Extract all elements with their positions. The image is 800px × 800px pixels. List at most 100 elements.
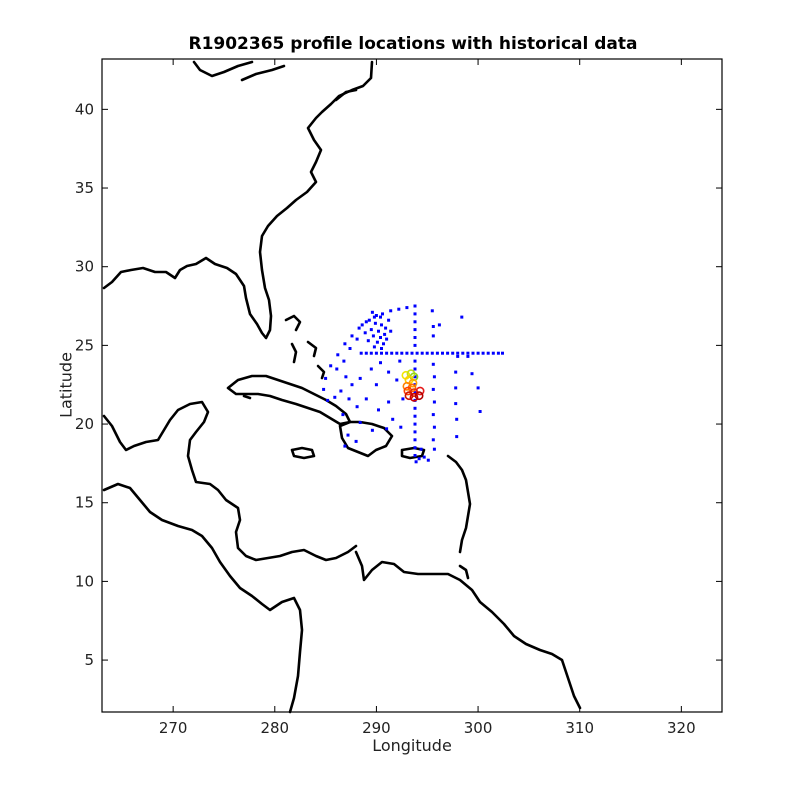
historical-point (398, 359, 402, 363)
historical-point (413, 454, 417, 457)
coastline-segment (290, 342, 298, 364)
coastline-segment (284, 314, 302, 332)
historical-point (374, 314, 378, 317)
historical-point (369, 367, 373, 371)
y-tick-label: 5 (84, 651, 94, 669)
historical-point (413, 312, 417, 316)
historical-point (380, 323, 383, 327)
coastline-segment (102, 400, 358, 562)
historical-point (431, 362, 435, 366)
historical-point (380, 351, 383, 355)
historical-point (491, 351, 495, 355)
historical-point (370, 428, 374, 432)
historical-point (413, 438, 417, 442)
historical-point (367, 318, 371, 322)
historical-point (413, 336, 417, 339)
x-tick-label: 320 (667, 719, 696, 737)
x-axis-label: Longitude (372, 736, 452, 755)
historical-point (322, 387, 326, 391)
historical-point (432, 375, 436, 379)
historical-point (354, 439, 358, 443)
historical-point (379, 336, 382, 339)
historical-point (456, 351, 460, 355)
historical-point (335, 367, 339, 371)
historical-point (385, 351, 389, 355)
historical-point (372, 345, 376, 349)
historical-point (355, 337, 359, 341)
historical-point (326, 398, 330, 402)
historical-point (341, 413, 345, 417)
plot-frame (101, 58, 723, 713)
historical-point (466, 351, 470, 355)
coastline-segment (226, 374, 352, 426)
historical-point (389, 329, 393, 333)
historical-point (481, 351, 485, 355)
historical-point (431, 413, 435, 417)
historical-point (455, 435, 459, 439)
historical-point (413, 375, 417, 379)
historical-point (379, 315, 382, 319)
historical-point (437, 323, 441, 327)
historical-point (401, 397, 405, 401)
historical-point (441, 351, 444, 355)
historical-point (385, 337, 389, 341)
historical-point (379, 361, 382, 365)
coastline-segment (316, 364, 326, 380)
historical-point (454, 402, 458, 406)
historical-point (413, 422, 417, 426)
historical-point (413, 414, 417, 418)
y-axis-ticks: 5 10 15 20 25 30 35 40 (75, 100, 722, 669)
x-tick-label: 270 (159, 719, 188, 737)
x-tick-label: 300 (464, 719, 493, 737)
historical-point (446, 351, 450, 355)
historical-point (389, 309, 393, 313)
historical-point (336, 353, 340, 357)
historical-point (478, 410, 482, 413)
historical-point (425, 351, 429, 355)
historical-point (324, 376, 328, 380)
historical-point (476, 351, 480, 355)
coastline-segment (338, 420, 394, 458)
historical-point (430, 351, 434, 355)
historical-point (343, 444, 347, 448)
historical-point (405, 306, 409, 310)
profile-point (414, 391, 424, 401)
historical-point (431, 438, 435, 442)
historical-point (413, 343, 417, 347)
historical-point (431, 387, 435, 391)
historical-point (435, 351, 439, 355)
historical-point (348, 347, 352, 350)
coastline (102, 60, 582, 714)
y-tick-label: 25 (75, 336, 94, 354)
historical-point (431, 325, 435, 328)
historical-point (329, 364, 333, 368)
historical-point (347, 397, 351, 401)
historical-point (374, 351, 378, 355)
historical-point (432, 447, 436, 451)
historical-point (343, 342, 347, 346)
coastline-segment (102, 482, 304, 714)
historical-point (377, 408, 380, 412)
historical-point (430, 309, 434, 313)
chart-title: R1902365 profile locations with historic… (188, 34, 638, 54)
historical-point (366, 339, 370, 343)
historical-point (387, 318, 391, 322)
coastline-segment (102, 60, 374, 340)
historical-point (384, 326, 388, 330)
historical-point (373, 321, 377, 325)
y-tick-label: 15 (75, 494, 94, 512)
profile-point (402, 381, 412, 391)
historical-point (413, 430, 417, 434)
historical-point (422, 455, 426, 459)
historical-point (380, 347, 383, 350)
historical-point (461, 351, 465, 355)
historical-point (369, 351, 373, 355)
y-axis-label: Latitude (56, 352, 76, 418)
coastline-segment (242, 394, 252, 400)
historical-point (432, 400, 436, 404)
historical-point (419, 447, 423, 451)
coastline-segment (354, 550, 582, 710)
profile-point (409, 392, 419, 402)
y-tick-label: 40 (75, 100, 94, 118)
historical-point (382, 342, 385, 346)
